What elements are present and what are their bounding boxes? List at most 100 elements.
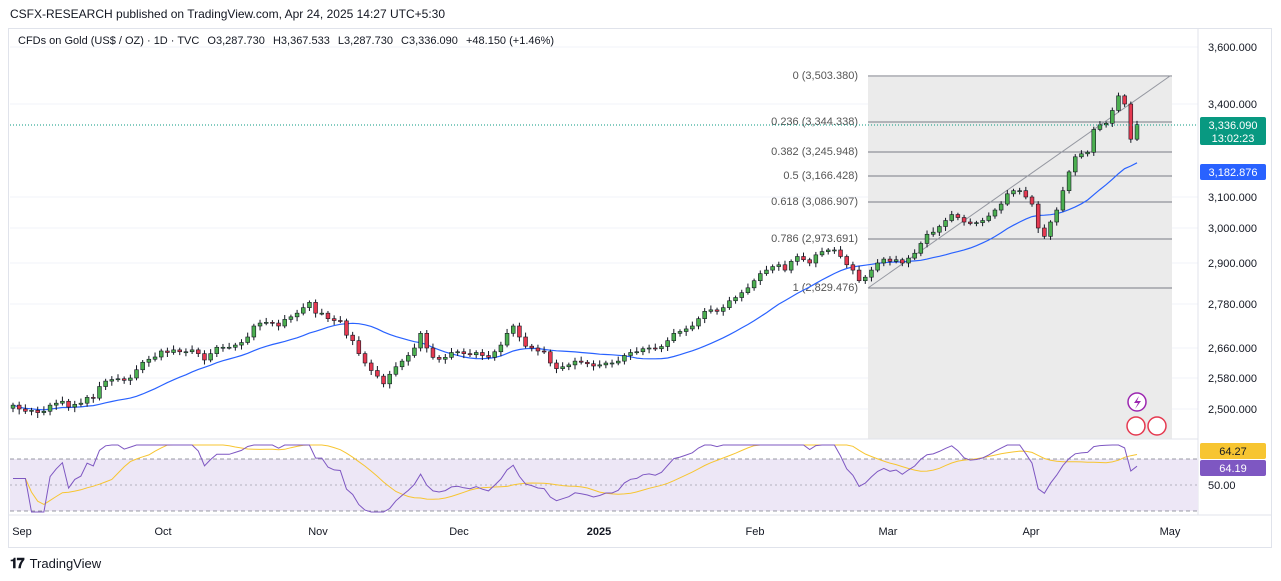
candle-body [912, 252, 917, 259]
fib-retracement: 0 (3,503.380) 0.236 (3,344.338) 0.382 (3,2… [771, 70, 1172, 294]
candle-body [387, 373, 392, 385]
candle-body [634, 351, 639, 354]
rsi-line [13, 444, 1138, 513]
x-tick-label: 2025 [587, 526, 611, 538]
close-value: C3,336.090 [401, 35, 458, 47]
candle-body [591, 363, 596, 367]
candle-body [1103, 123, 1109, 126]
candle-body [1054, 209, 1059, 223]
candle-body [856, 269, 862, 282]
candle-body [307, 302, 312, 308]
candle-body [350, 334, 355, 341]
symbol-name[interactable]: CFDs on Gold (US$ / OZ) · 1D · TVC [18, 35, 200, 47]
rsi-tag-text: 64.19 [1219, 463, 1247, 475]
candle-body [968, 221, 973, 224]
candle-body [393, 366, 399, 375]
x-tick-label: Oct [154, 526, 171, 538]
x-tick-label: Dec [449, 526, 469, 538]
ma-tag [1200, 164, 1266, 180]
tradingview-logo-icon: 𝟏𝟕 [10, 555, 25, 571]
rsi-lines [13, 444, 1138, 513]
candle-body [251, 325, 257, 338]
candle-body [1060, 190, 1066, 211]
candle-body [758, 273, 763, 282]
candle-body [671, 333, 677, 341]
candle-body [140, 361, 145, 371]
candle-body [603, 362, 609, 366]
candle-body [109, 379, 115, 382]
rsi-tick-label: 50.00 [1208, 480, 1236, 492]
candle-body [850, 264, 856, 271]
candle-body [622, 355, 627, 362]
candle-body [418, 333, 423, 349]
candle-body [1116, 95, 1121, 111]
us-flag-icon[interactable] [1147, 416, 1167, 436]
candle-body [406, 355, 411, 362]
y-tick-label: 2,660.000 [1208, 343, 1257, 355]
candle-body [906, 257, 911, 264]
fib-label: 0.618 (3,086.907) [771, 196, 858, 208]
candle-body [399, 360, 405, 368]
candle-body [1048, 221, 1053, 237]
chart-frame [8, 28, 1272, 548]
candle-body [78, 402, 84, 405]
candle-body [91, 397, 96, 399]
candle-body [548, 351, 553, 364]
candle-body [813, 254, 819, 264]
last-price-tag-text: 13:02:23 [1212, 133, 1255, 145]
symbol-legend: CFDs on Gold (US$ / OZ) · 1D · TVC O3,28… [18, 35, 559, 47]
fib-trend-line [867, 75, 1171, 289]
fib-label: 1 (2,829.476) [793, 282, 858, 294]
candle-body [893, 259, 899, 262]
rsi-ma-tag [1200, 443, 1266, 459]
y-tick-label: 2,900.000 [1208, 258, 1257, 270]
candle-body [375, 370, 380, 377]
candle-body [535, 347, 541, 352]
candle-body [955, 214, 961, 218]
candle-body [1029, 196, 1035, 205]
candle-body [511, 325, 516, 334]
candle-body [473, 352, 479, 356]
price-axis: 3,600.000 3,400.000 3,100.000 3,000.000 2,90… [1208, 42, 1257, 492]
candle-body [270, 322, 275, 324]
candle-body [560, 366, 565, 369]
x-tick-label: Nov [308, 526, 328, 538]
candle-body [727, 300, 732, 308]
candle-body [424, 333, 429, 349]
candle-body [770, 266, 775, 271]
candle-body [572, 360, 578, 366]
candle-body [776, 264, 782, 267]
lightning-glyph-icon [1134, 396, 1141, 409]
candle-body [900, 259, 905, 264]
us-flag-icon[interactable] [1126, 416, 1146, 436]
change-value: +48.150 (+1.46%) [465, 35, 555, 47]
candle-body [640, 348, 646, 353]
candle-body [980, 220, 985, 223]
y-tick-label: 2,580.000 [1208, 373, 1257, 385]
candle-body [745, 287, 751, 293]
candle-body [183, 351, 189, 354]
candle-body [875, 262, 880, 271]
y-tick-label: 2,780.000 [1208, 299, 1257, 311]
candle-body [84, 397, 90, 404]
candle-body [714, 309, 720, 312]
publisher-header: CSFX-RESEARCH published on TradingView.c… [10, 7, 446, 21]
candle-body [245, 336, 250, 343]
candle-body [974, 222, 979, 224]
fib-label: 0.236 (3,344.338) [771, 116, 858, 128]
candle-body [10, 404, 16, 409]
rsi-band [10, 459, 1198, 511]
candle-body [436, 357, 442, 360]
candle-body [541, 350, 547, 353]
candle-body [47, 404, 53, 412]
candle-body [659, 346, 664, 350]
candle-body [72, 404, 77, 408]
fib-zone [868, 77, 1172, 439]
candle-body [733, 297, 738, 302]
rsi-ma-tag-text: 64.27 [1219, 446, 1247, 458]
candle-body [226, 346, 232, 349]
footer[interactable]: 𝟏𝟕 TradingView [10, 555, 101, 572]
candle-body [430, 347, 436, 358]
